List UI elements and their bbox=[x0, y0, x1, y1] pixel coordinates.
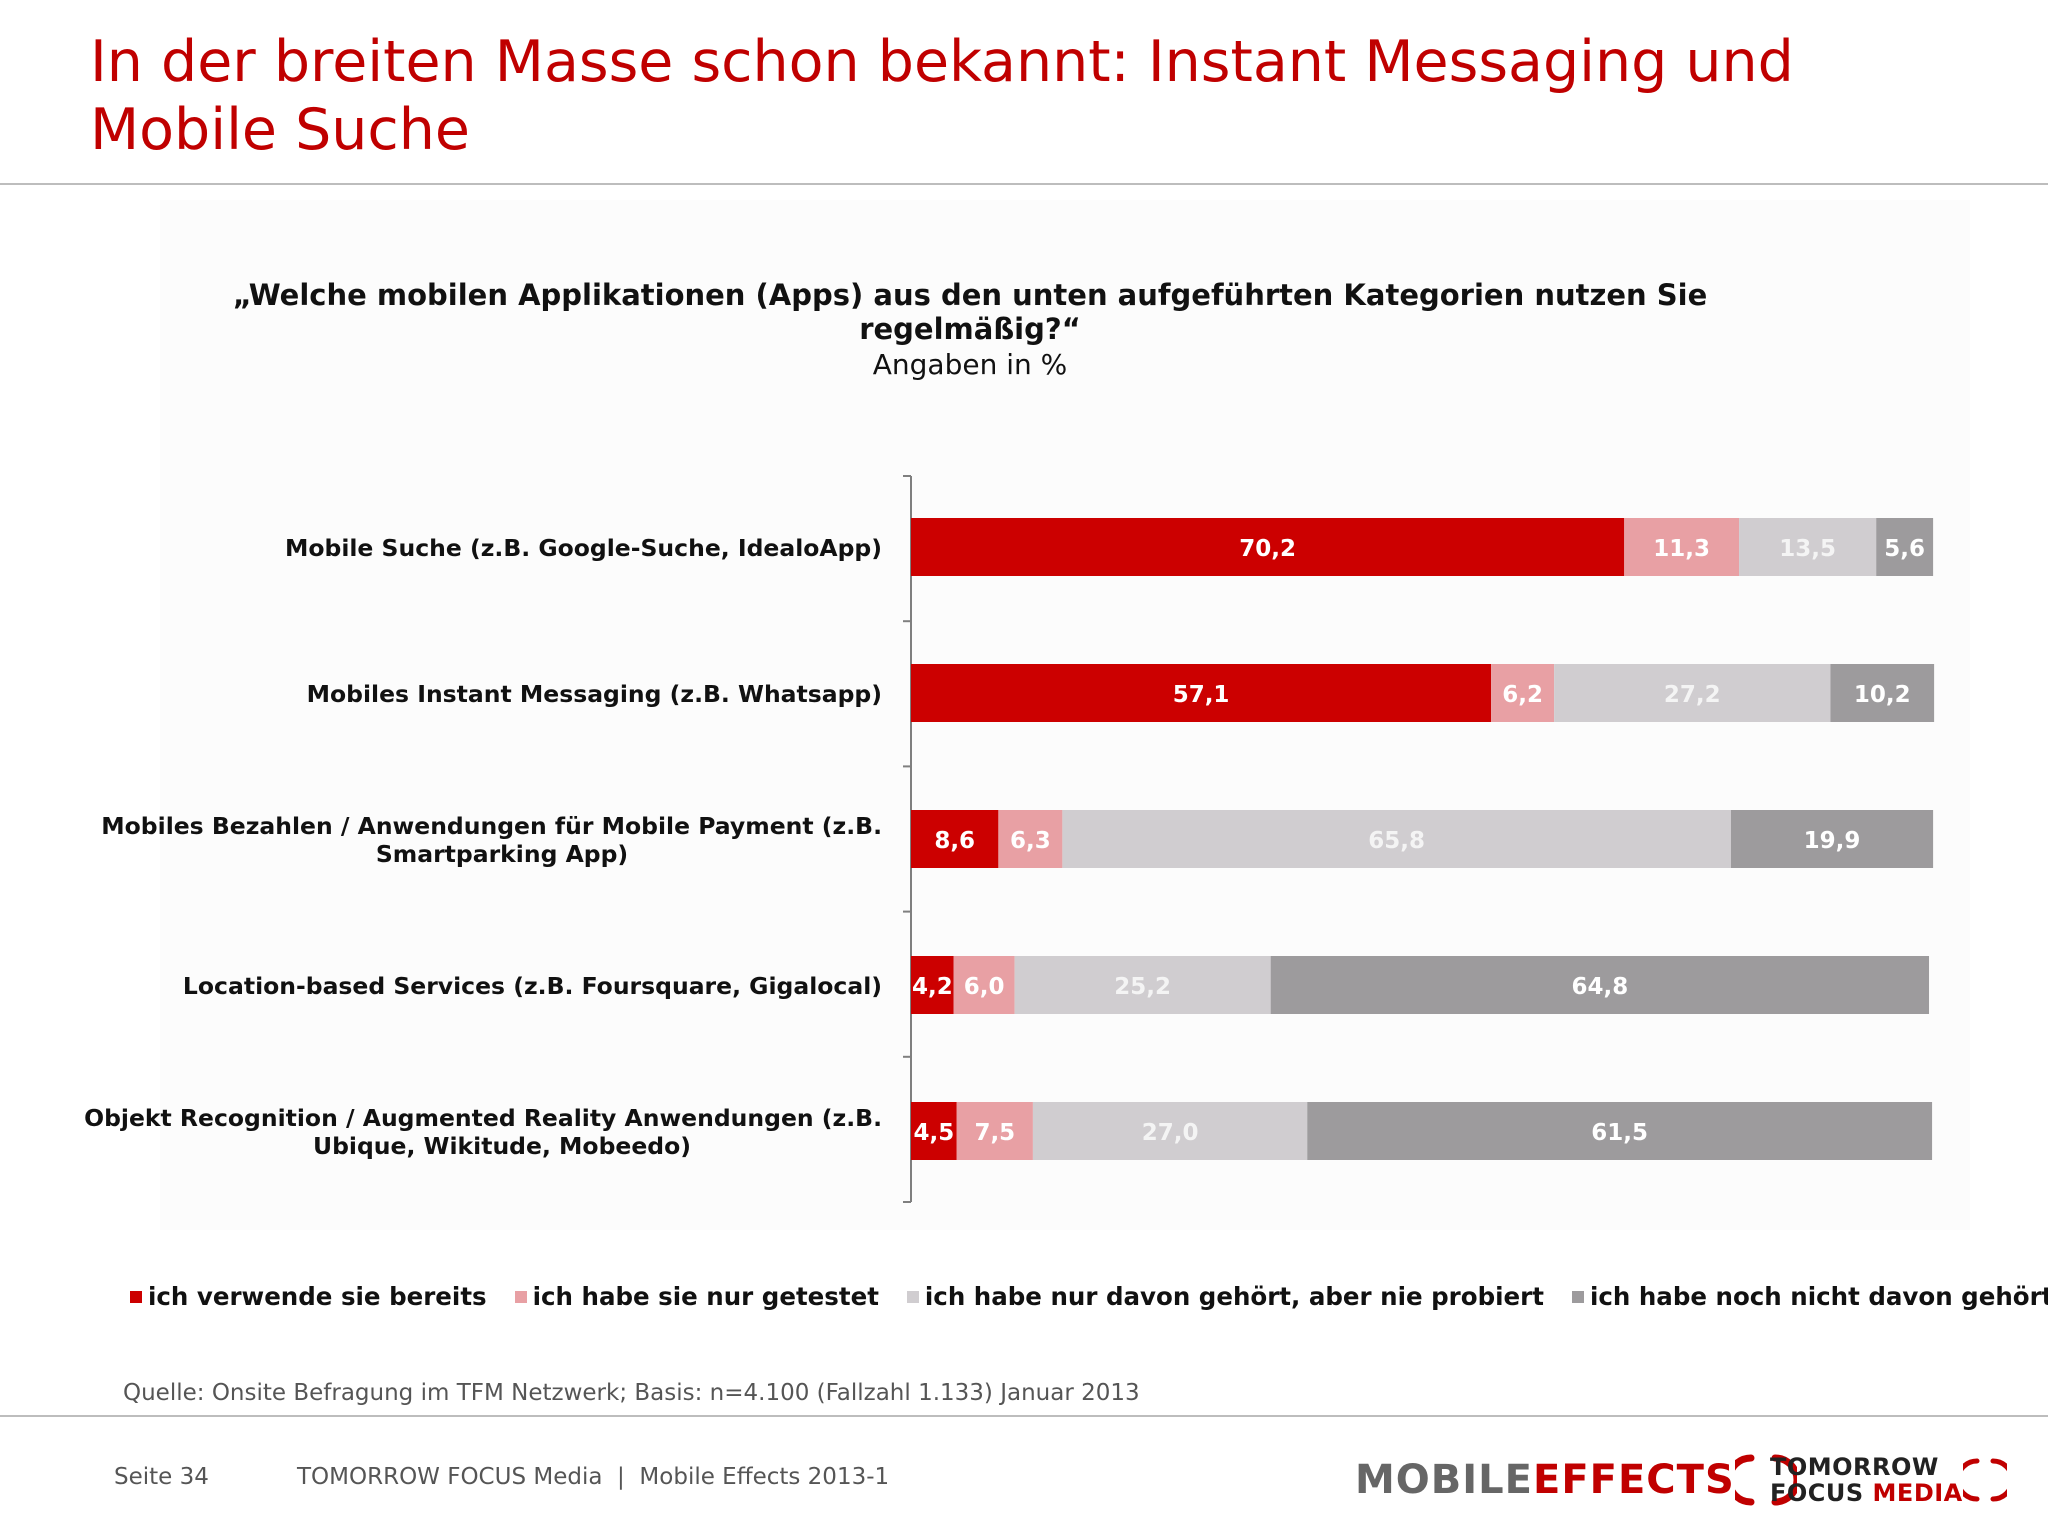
bar-segment bbox=[1032, 1102, 1308, 1160]
title-divider bbox=[0, 183, 2048, 185]
data-label: 10,2 bbox=[1854, 682, 1911, 708]
bar-segment bbox=[1624, 518, 1740, 576]
mobile-effects-bracket-icon bbox=[1734, 1454, 1797, 1506]
bar-segment bbox=[1876, 518, 1934, 576]
chart-question: „Welche mobilen Applikationen (Apps) aus… bbox=[232, 278, 1708, 346]
logo-tfm-media: MEDIA bbox=[1872, 1479, 1963, 1507]
data-label: 70,2 bbox=[1239, 536, 1296, 562]
bar-segment bbox=[956, 1102, 1033, 1160]
bar-segment bbox=[1307, 1102, 1933, 1160]
legend-swatch-used bbox=[130, 1290, 142, 1303]
data-label: 7,5 bbox=[974, 1120, 1015, 1146]
data-label: 8,6 bbox=[934, 828, 975, 854]
data-label: 19,9 bbox=[1804, 828, 1861, 854]
data-label: 11,3 bbox=[1653, 536, 1710, 562]
bar-segment bbox=[1491, 664, 1555, 722]
legend-item-used: ich verwende sie bereits bbox=[130, 1282, 487, 1311]
data-label: 6,0 bbox=[964, 974, 1005, 1000]
legend-label-unknown: ich habe noch nicht davon gehört bbox=[1589, 1282, 2048, 1311]
category-label: Mobiles Instant Messaging (z.B. Whatsapp… bbox=[307, 680, 882, 708]
data-label: 57,1 bbox=[1173, 682, 1230, 708]
bar-segment bbox=[911, 810, 999, 868]
bar-segment bbox=[1062, 810, 1731, 868]
category-label: Mobile Suche (z.B. Google-Suche, IdealoA… bbox=[285, 534, 882, 562]
logo-word-effects: EFFECTS bbox=[1533, 1457, 1735, 1503]
bar-segment bbox=[911, 518, 1625, 576]
bar-segment bbox=[1739, 518, 1877, 576]
category-label: Objekt Recognition / Augmented Reality A… bbox=[84, 1104, 882, 1132]
legend-swatch-heard bbox=[906, 1290, 919, 1303]
bar-segment bbox=[911, 664, 1492, 722]
bar-segment bbox=[998, 810, 1063, 868]
legend-label-used: ich verwende sie bereits bbox=[148, 1282, 487, 1311]
logo-tfm-line1: TOMORROW bbox=[1770, 1453, 1939, 1481]
page-title: In der breiten Masse schon bekannt: Inst… bbox=[90, 29, 1794, 163]
legend-label-tested: ich habe sie nur getestet bbox=[532, 1282, 879, 1311]
legend-swatch-unknown bbox=[1571, 1290, 1584, 1303]
data-label: 61,5 bbox=[1591, 1120, 1648, 1146]
tfm-bracket-icon bbox=[1962, 1458, 2007, 1502]
legend-label-heard: ich habe nur davon gehört, aber nie prob… bbox=[924, 1282, 1544, 1311]
bar-segment bbox=[1830, 664, 1935, 722]
bar-segment bbox=[1014, 956, 1271, 1014]
footer-text: TOMORROW FOCUS Media | Mobile Effects 20… bbox=[297, 1464, 890, 1490]
source-note: Quelle: Onsite Befragung im TFM Netzwerk… bbox=[123, 1380, 1140, 1406]
logo-word-mobile: MOBILE bbox=[1355, 1457, 1533, 1503]
data-label: 65,8 bbox=[1368, 828, 1425, 854]
category-label: Mobiles Bezahlen / Anwendungen für Mobil… bbox=[101, 812, 882, 840]
data-label: 25,2 bbox=[1114, 974, 1171, 1000]
chart-subtitle: Angaben in % bbox=[872, 348, 1068, 381]
category-label: Smartparking App) bbox=[376, 840, 628, 868]
data-label: 4,5 bbox=[913, 1120, 954, 1146]
bar-segment bbox=[953, 956, 1015, 1014]
data-label: 13,5 bbox=[1779, 536, 1836, 562]
data-label: 6,3 bbox=[1010, 828, 1051, 854]
bar-segment bbox=[1270, 956, 1930, 1014]
data-label: 5,6 bbox=[1884, 536, 1925, 562]
category-label: Ubique, Wikitude, Mobeedo) bbox=[313, 1132, 691, 1160]
legend-item-unknown: ich habe noch nicht davon gehört bbox=[1571, 1282, 2048, 1311]
page-number: Seite 34 bbox=[114, 1464, 209, 1490]
data-label: 64,8 bbox=[1571, 974, 1628, 1000]
data-label: 27,0 bbox=[1142, 1120, 1199, 1146]
bar-segment bbox=[1554, 664, 1831, 722]
logo-tfm-focus: FOCUS bbox=[1770, 1479, 1864, 1507]
category-label: Location-based Services (z.B. Foursquare… bbox=[183, 972, 882, 1000]
tomorrow-focus-media-logo: TOMORROW FOCUS MEDIA bbox=[1770, 1450, 2007, 1510]
bar-segment bbox=[1730, 810, 1934, 868]
legend-item-tested: ich habe sie nur getestet bbox=[514, 1282, 879, 1311]
legend-swatch-tested bbox=[514, 1290, 527, 1303]
bar-segment bbox=[911, 956, 954, 1014]
chart-legend: ich verwende sie bereits ich habe sie nu… bbox=[130, 1282, 2048, 1311]
footer-divider bbox=[0, 1415, 2048, 1417]
data-label: 6,2 bbox=[1502, 682, 1543, 708]
bar-segment bbox=[911, 1102, 957, 1160]
mobile-effects-logo: MOBILE EFFECTS bbox=[1355, 1452, 1797, 1508]
legend-item-heard: ich habe nur davon gehört, aber nie prob… bbox=[906, 1282, 1544, 1311]
data-label: 4,2 bbox=[912, 974, 953, 1000]
data-label: 27,2 bbox=[1664, 682, 1721, 708]
